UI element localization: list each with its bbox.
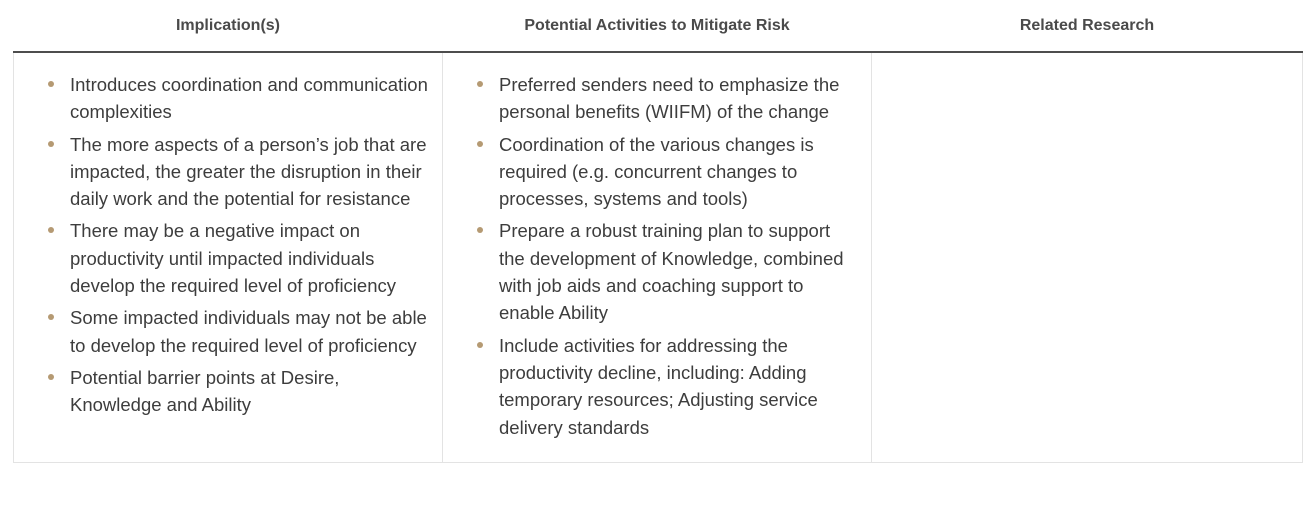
list-item: There may be a negative impact on produc… [48, 217, 428, 299]
bullet-icon [477, 81, 483, 87]
mitigation-activities-cell: Preferred senders need to emphasize the … [442, 52, 872, 463]
list-item: Preferred senders need to emphasize the … [477, 71, 857, 126]
bullet-icon [48, 373, 54, 380]
bullet-icon [477, 227, 483, 234]
list-item: The more aspects of a person’s job that … [48, 131, 428, 213]
table-header-row: Implication(s) Potential Activities to M… [13, 0, 1303, 53]
header-implications: Implication(s) [13, 0, 443, 53]
activities-list: Preferred senders need to emphasize the … [477, 71, 857, 441]
bullet-icon [477, 140, 483, 147]
list-item: Introduces coordination and communicatio… [48, 71, 428, 126]
list-item: Potential barrier points at Desire, Know… [48, 364, 428, 419]
bullet-icon [477, 341, 483, 348]
bullet-icon [48, 227, 54, 234]
list-item-text: Some impacted individuals may not be abl… [70, 307, 427, 356]
list-item-text: Introduces coordination and communicatio… [70, 74, 428, 123]
related-research-cell [871, 52, 1303, 463]
list-item: Some impacted individuals may not be abl… [48, 304, 428, 359]
list-item-text: Potential barrier points at Desire, Know… [70, 366, 340, 416]
implications-cell: Introduces coordination and communicatio… [13, 52, 443, 463]
table-row: Introduces coordination and communicatio… [13, 52, 1303, 463]
list-item: Coordination of the various changes is r… [477, 131, 857, 213]
list-item: Prepare a robust training plan to suppor… [477, 217, 857, 326]
bullet-icon [48, 140, 54, 147]
risk-table-container: Implication(s) Potential Activities to M… [13, 0, 1303, 463]
list-item-text: Include activities for addressing the pr… [499, 334, 818, 438]
list-item-text: Preferred senders need to emphasize the … [499, 74, 840, 123]
header-related-research: Related Research [871, 0, 1303, 53]
header-mitigation-activities: Potential Activities to Mitigate Risk [442, 0, 872, 53]
list-item-text: There may be a negative impact on produc… [70, 220, 396, 297]
implications-list: Introduces coordination and communicatio… [48, 71, 428, 419]
list-item: Include activities for addressing the pr… [477, 332, 857, 441]
list-item-text: The more aspects of a person’s job that … [70, 133, 427, 210]
list-item-text: Coordination of the various changes is r… [499, 133, 814, 210]
bullet-icon [48, 314, 54, 321]
risk-mitigation-table: Implication(s) Potential Activities to M… [13, 0, 1303, 463]
list-item-text: Prepare a robust training plan to suppor… [499, 220, 844, 324]
bullet-icon [48, 81, 54, 87]
